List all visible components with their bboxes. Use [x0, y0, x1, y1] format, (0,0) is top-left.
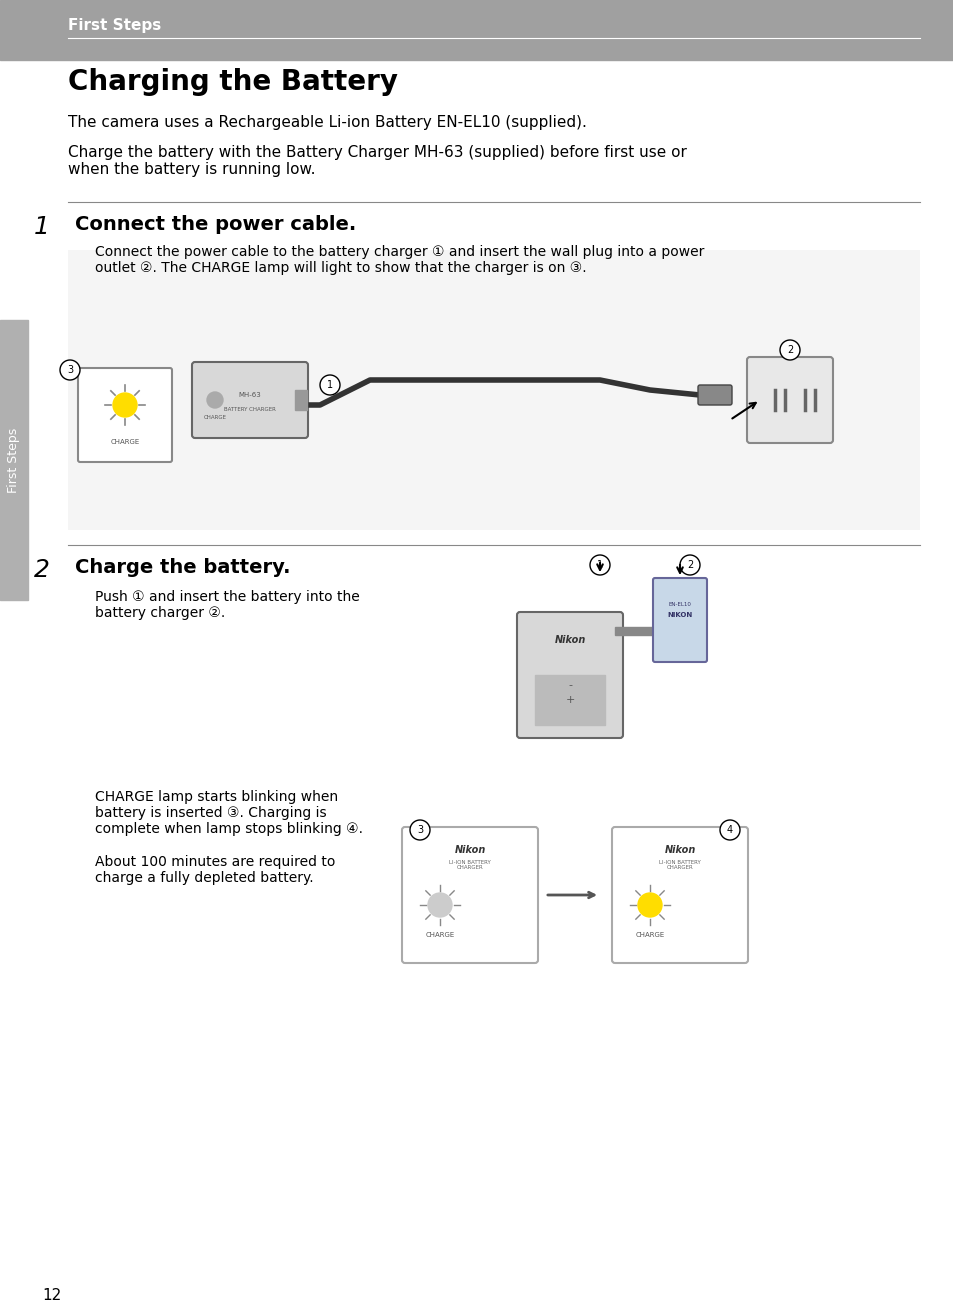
Bar [615, 627, 655, 635]
Text: NIKON: NIKON [667, 612, 692, 618]
Circle shape [638, 894, 661, 917]
Text: Nikon: Nikon [454, 845, 485, 855]
Text: 1: 1 [597, 560, 602, 570]
Text: 12: 12 [42, 1288, 61, 1303]
Bar [535, 675, 604, 725]
Text: LI-ION BATTERY
CHARGER: LI-ION BATTERY CHARGER [659, 859, 700, 870]
Text: CHARGE: CHARGE [635, 932, 664, 938]
Circle shape [679, 555, 700, 576]
Text: Nikon: Nikon [554, 635, 585, 645]
Circle shape [780, 340, 800, 360]
Text: Charge the battery with the Battery Charger MH-63 (supplied) before first use or: Charge the battery with the Battery Char… [68, 145, 686, 177]
FancyBboxPatch shape [746, 357, 832, 443]
Circle shape [589, 555, 609, 576]
Text: CHARGE: CHARGE [111, 439, 139, 445]
FancyBboxPatch shape [517, 612, 622, 738]
Bar [0, 321, 28, 600]
Bar [0, 0, 953, 60]
Circle shape [410, 820, 430, 840]
Text: 3: 3 [416, 825, 422, 834]
Text: CHARGE lamp starts blinking when
battery is inserted ③. Charging is
complete whe: CHARGE lamp starts blinking when battery… [95, 790, 363, 886]
Text: First Steps: First Steps [68, 18, 161, 33]
Text: MH-63: MH-63 [238, 392, 261, 398]
Circle shape [60, 360, 80, 380]
Text: 1: 1 [34, 215, 50, 239]
Text: First Steps: First Steps [8, 427, 20, 493]
Text: Connect the power cable to the battery charger ① and insert the wall plug into a: Connect the power cable to the battery c… [95, 244, 703, 275]
Text: EN-EL10: EN-EL10 [668, 603, 691, 607]
FancyBboxPatch shape [78, 368, 172, 463]
FancyBboxPatch shape [612, 827, 747, 963]
Text: Push ① and insert the battery into the
battery charger ②.: Push ① and insert the battery into the b… [95, 590, 359, 620]
FancyBboxPatch shape [652, 578, 706, 662]
Circle shape [720, 820, 740, 840]
Text: CHARGE: CHARGE [203, 415, 226, 420]
Text: +: + [565, 695, 574, 706]
FancyBboxPatch shape [192, 361, 308, 438]
Circle shape [428, 894, 452, 917]
FancyBboxPatch shape [401, 827, 537, 963]
Text: Charging the Battery: Charging the Battery [68, 68, 397, 96]
Text: -: - [567, 681, 572, 690]
Text: BATTERY CHARGER: BATTERY CHARGER [224, 407, 275, 413]
Text: 2: 2 [686, 560, 693, 570]
Circle shape [207, 392, 223, 409]
Circle shape [112, 393, 137, 417]
Bar [294, 390, 307, 410]
Text: The camera uses a Rechargeable Li-ion Battery EN-EL10 (supplied).: The camera uses a Rechargeable Li-ion Ba… [68, 116, 586, 130]
Text: Nikon: Nikon [663, 845, 695, 855]
Text: 2: 2 [786, 346, 792, 355]
Text: 4: 4 [726, 825, 732, 834]
Text: 1: 1 [327, 380, 333, 390]
FancyBboxPatch shape [698, 385, 731, 405]
Text: LI-ION BATTERY
CHARGER: LI-ION BATTERY CHARGER [449, 859, 491, 870]
Text: 3: 3 [67, 365, 73, 374]
Text: Connect the power cable.: Connect the power cable. [75, 215, 355, 234]
Text: 2: 2 [34, 558, 50, 582]
Bar [68, 250, 919, 530]
Text: CHARGE: CHARGE [425, 932, 455, 938]
Circle shape [319, 374, 339, 396]
Text: Charge the battery.: Charge the battery. [75, 558, 291, 577]
